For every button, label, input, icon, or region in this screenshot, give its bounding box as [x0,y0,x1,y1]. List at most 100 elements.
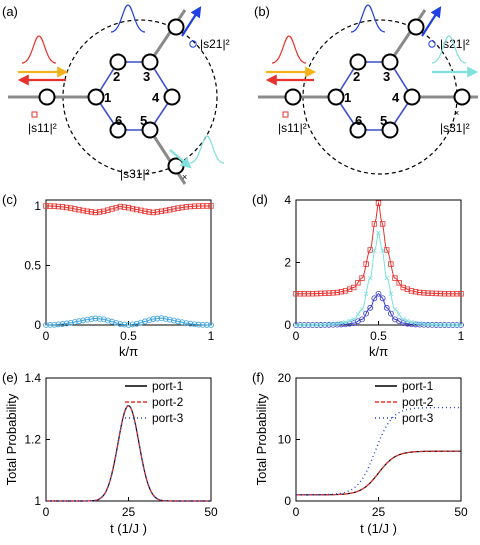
data-point-circle [109,318,115,325]
data-point-square [76,207,82,213]
data-point-square [408,288,415,294]
data-point-x [293,322,299,328]
node-label-3: 3 [143,69,150,84]
data-point-square [96,209,103,215]
transmitted-wavepacket-2-icon [350,4,386,33]
data-point-square [195,203,202,209]
marker-square-icon [282,111,289,118]
data-point-square [171,206,177,212]
data-point-square [92,209,99,216]
node-label-2: 2 [353,69,360,84]
data-point-square [47,203,53,209]
data-point-circle [338,321,345,328]
data-point-x [314,322,319,328]
data-point-square [109,206,115,212]
data-point-x [367,275,373,281]
data-point-x [297,322,303,328]
lead-port-2 [148,9,187,63]
data-point-x [322,322,328,327]
data-point-square [297,291,303,297]
data-point-x [400,317,406,322]
x-axis-label: t (1/J ) [360,521,397,536]
data-point-square [396,280,402,286]
data-point-x [405,318,410,324]
x-tick-label: 0 [293,329,300,343]
node-label-5: 5 [380,113,387,128]
node-label-6: 6 [115,113,122,128]
ring-node-4: 4 [152,88,181,106]
ring-node-5: 5 [380,113,399,139]
transmitted-arrow-3-icon [169,149,192,169]
node-label-4: 4 [392,90,400,105]
x-axis-label: k/π [119,344,138,359]
ring-node-4: 4 [392,88,421,106]
data-point-square [175,205,181,211]
data-point-square [330,290,336,296]
data-point-circle [47,321,54,328]
data-point-circle [203,322,210,328]
data-point-x [433,322,439,327]
data-point-circle [67,319,74,326]
data-point-square [154,209,161,215]
data-point-square [458,291,464,297]
data-point-square [125,205,132,211]
data-point-square [450,291,456,297]
data-point-square [208,203,214,209]
lead-port-2 [388,9,427,63]
data-point-square [43,203,49,209]
marker-circle-icon [428,40,436,48]
data-point-x [339,320,344,326]
data-point-square [322,290,328,296]
data-point-x [413,320,418,326]
port-node-2 [407,18,425,36]
x-tick-label: 0 [43,505,50,519]
x-tick-label: 0 [293,505,300,519]
plot-frame [295,377,462,502]
data-point-square [433,290,439,297]
data-point-square [72,206,78,212]
series-line-port-2 [295,450,462,496]
series-line-0 [296,201,461,295]
data-point-square [392,275,398,281]
data-point-square [425,290,431,296]
data-point-x [310,322,315,328]
panel-label-b: (b) [254,4,270,19]
port-node-2 [167,18,185,36]
ring-node-3: 3 [381,53,399,84]
data-point-square [88,209,95,215]
panel-label: (c) [2,192,17,207]
ring-node-1: 1 [327,88,351,106]
panel-a: (a) 1 2 3 4 5 6 |s21|² × |s31|² |s11|² [2,4,230,185]
data-point-x [396,312,402,317]
chart-d: (d) 0 0.5 1 0 2 4 k/π [252,192,465,359]
data-point-square [363,261,369,267]
data-point-circle [80,317,87,324]
marker-circle-icon [189,40,197,48]
data-point-circle [183,320,190,326]
data-point-x [355,312,361,317]
data-point-circle [379,295,386,302]
data-point-circle [400,320,407,327]
data-point-x [326,322,332,327]
data-point-square [388,261,394,267]
s21-label: |s21|² [200,37,230,51]
data-point-circle [63,320,70,327]
data-point-square [158,208,165,215]
ring-node-6: 6 [349,113,367,139]
node-label-3: 3 [383,69,390,84]
y-tick-label: 0 [284,494,291,508]
series-line-0 [45,205,211,214]
data-point-circle [179,319,186,326]
data-point-square [187,203,194,210]
data-point-square [367,247,373,253]
data-point-square [445,291,452,297]
x-tick-label: 0.5 [120,329,137,343]
data-point-square [305,291,312,297]
data-point-square [454,291,460,297]
data-point-square [379,221,386,227]
data-point-x [429,322,435,327]
data-point-x [409,319,414,325]
s11-label: |s11|² [278,121,307,135]
x-tick-label: 25 [122,505,136,519]
data-point-square [117,203,123,210]
